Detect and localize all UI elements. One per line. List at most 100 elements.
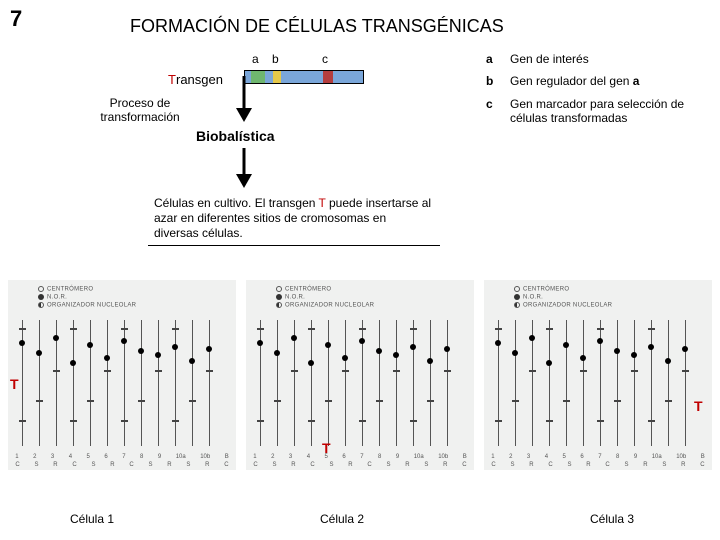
chromosome-band bbox=[563, 400, 570, 402]
chromosome-line bbox=[566, 320, 567, 446]
centromere bbox=[444, 346, 450, 352]
chromosome-line bbox=[617, 320, 618, 446]
chromosome-band bbox=[155, 370, 162, 372]
centromere bbox=[342, 355, 348, 361]
centromere bbox=[87, 342, 93, 348]
legend-row-b: b Gen regulador del gen a bbox=[486, 74, 716, 88]
slide-number: 7 bbox=[10, 6, 22, 32]
chromosome-line bbox=[396, 320, 397, 446]
centromere bbox=[155, 352, 161, 358]
centromere bbox=[563, 342, 569, 348]
centromere bbox=[631, 352, 637, 358]
page-title: FORMACIÓN DE CÉLULAS TRANSGÉNICAS bbox=[130, 16, 504, 37]
chromosome-band bbox=[614, 400, 621, 402]
legend-val-a: Gen de interés bbox=[510, 52, 716, 66]
chromosome-line bbox=[107, 320, 108, 446]
chromosome-band bbox=[512, 400, 519, 402]
chromosome-line bbox=[549, 320, 550, 446]
chromosome-band bbox=[597, 420, 604, 422]
centromere bbox=[410, 344, 416, 350]
chromosome-line bbox=[498, 320, 499, 446]
cell-label-2: Célula 2 bbox=[320, 512, 364, 526]
transgen-label-rest: ransgen bbox=[176, 72, 223, 87]
legend-val-c: Gen marcador para selección de células t… bbox=[510, 97, 716, 126]
centromere bbox=[206, 346, 212, 352]
chromosome-band bbox=[19, 420, 26, 422]
centromere bbox=[580, 355, 586, 361]
legend-b-pre: Gen regulador del gen bbox=[510, 74, 633, 88]
chromosome-line bbox=[73, 320, 74, 446]
chromosome-line bbox=[209, 320, 210, 446]
chromosome-band bbox=[308, 420, 315, 422]
karyotype-1: CENTRÓMERON.O.R.ORGANIZADOR NUCLEOLAR123… bbox=[8, 280, 236, 470]
arrow-down-2-icon bbox=[230, 146, 258, 190]
chromosome-line bbox=[430, 320, 431, 446]
legend-row-c: c Gen marcador para selección de células… bbox=[486, 97, 716, 126]
chromosome-line bbox=[90, 320, 91, 446]
centromere bbox=[70, 360, 76, 366]
legend-key-b: b bbox=[486, 74, 510, 88]
chromosome-band bbox=[87, 400, 94, 402]
legend-row-a: a Gen de interés bbox=[486, 52, 716, 66]
karyo-axis-let: CSRCSRCSRSRC bbox=[8, 462, 236, 468]
chromosome-band bbox=[291, 370, 298, 372]
karyotype-2: CENTRÓMERON.O.R.ORGANIZADOR NUCLEOLAR123… bbox=[246, 280, 474, 470]
chromosome-line bbox=[158, 320, 159, 446]
legend: a Gen de interés b Gen regulador del gen… bbox=[486, 52, 716, 134]
centromere bbox=[36, 350, 42, 356]
karyo-axis-num: 12345678910a10bB bbox=[246, 454, 474, 460]
chromosome-band bbox=[308, 328, 315, 330]
chromosome-line bbox=[515, 320, 516, 446]
chromosome-band bbox=[70, 420, 77, 422]
karyotype-row: CENTRÓMERON.O.R.ORGANIZADOR NUCLEOLAR 123… bbox=[8, 280, 712, 470]
chromosome-line bbox=[192, 320, 193, 446]
chromosome-band bbox=[53, 370, 60, 372]
centromere bbox=[546, 360, 552, 366]
transgen-segment bbox=[323, 71, 333, 83]
chromosome-band bbox=[19, 328, 26, 330]
transgen-top-a: a bbox=[252, 52, 259, 66]
chromosome-band bbox=[546, 420, 553, 422]
centromere bbox=[529, 335, 535, 341]
chromosome-band bbox=[444, 370, 451, 372]
chromosome-line bbox=[311, 320, 312, 446]
legend-b-bold: a bbox=[633, 74, 640, 88]
process-label: Proceso de transformación bbox=[80, 96, 200, 125]
chromosome-line bbox=[668, 320, 669, 446]
centromere bbox=[257, 340, 263, 346]
chromosome-band bbox=[393, 370, 400, 372]
chromosome-line bbox=[141, 320, 142, 446]
karyotype-3: CENTRÓMERON.O.R.ORGANIZADOR NUCLEOLAR123… bbox=[484, 280, 712, 470]
chromosome-band bbox=[495, 420, 502, 422]
centromere bbox=[325, 342, 331, 348]
chromosome-band bbox=[410, 328, 417, 330]
chromosome-band bbox=[172, 328, 179, 330]
cell-label-1: Célula 1 bbox=[70, 512, 114, 526]
centromere bbox=[393, 352, 399, 358]
chromosome-band bbox=[342, 370, 349, 372]
chromosome-band bbox=[529, 370, 536, 372]
chromosome-line bbox=[413, 320, 414, 446]
chromosome-band bbox=[257, 328, 264, 330]
chromosome-band bbox=[359, 420, 366, 422]
chromosome-band bbox=[189, 400, 196, 402]
chromosome-band bbox=[121, 328, 128, 330]
cultivo-pre: Células en cultivo. El transgen bbox=[154, 196, 319, 210]
transgen-label-T: T bbox=[168, 72, 176, 87]
chromosome-band bbox=[427, 400, 434, 402]
t-marker-cell3: T bbox=[694, 398, 703, 414]
chromosome-line bbox=[328, 320, 329, 446]
centromere bbox=[308, 360, 314, 366]
centromere bbox=[376, 348, 382, 354]
chromosome-band bbox=[36, 400, 43, 402]
chromosome-line bbox=[651, 320, 652, 446]
centromere bbox=[121, 338, 127, 344]
chromosome-band bbox=[495, 328, 502, 330]
chromosome-line bbox=[175, 320, 176, 446]
centromere bbox=[512, 350, 518, 356]
chromosome-band bbox=[257, 420, 264, 422]
chromosome-line bbox=[379, 320, 380, 446]
karyo-key: CENTRÓMERON.O.R.ORGANIZADOR NUCLEOLAR bbox=[514, 286, 612, 309]
chromosome-band bbox=[359, 328, 366, 330]
chromosome-band bbox=[138, 400, 145, 402]
